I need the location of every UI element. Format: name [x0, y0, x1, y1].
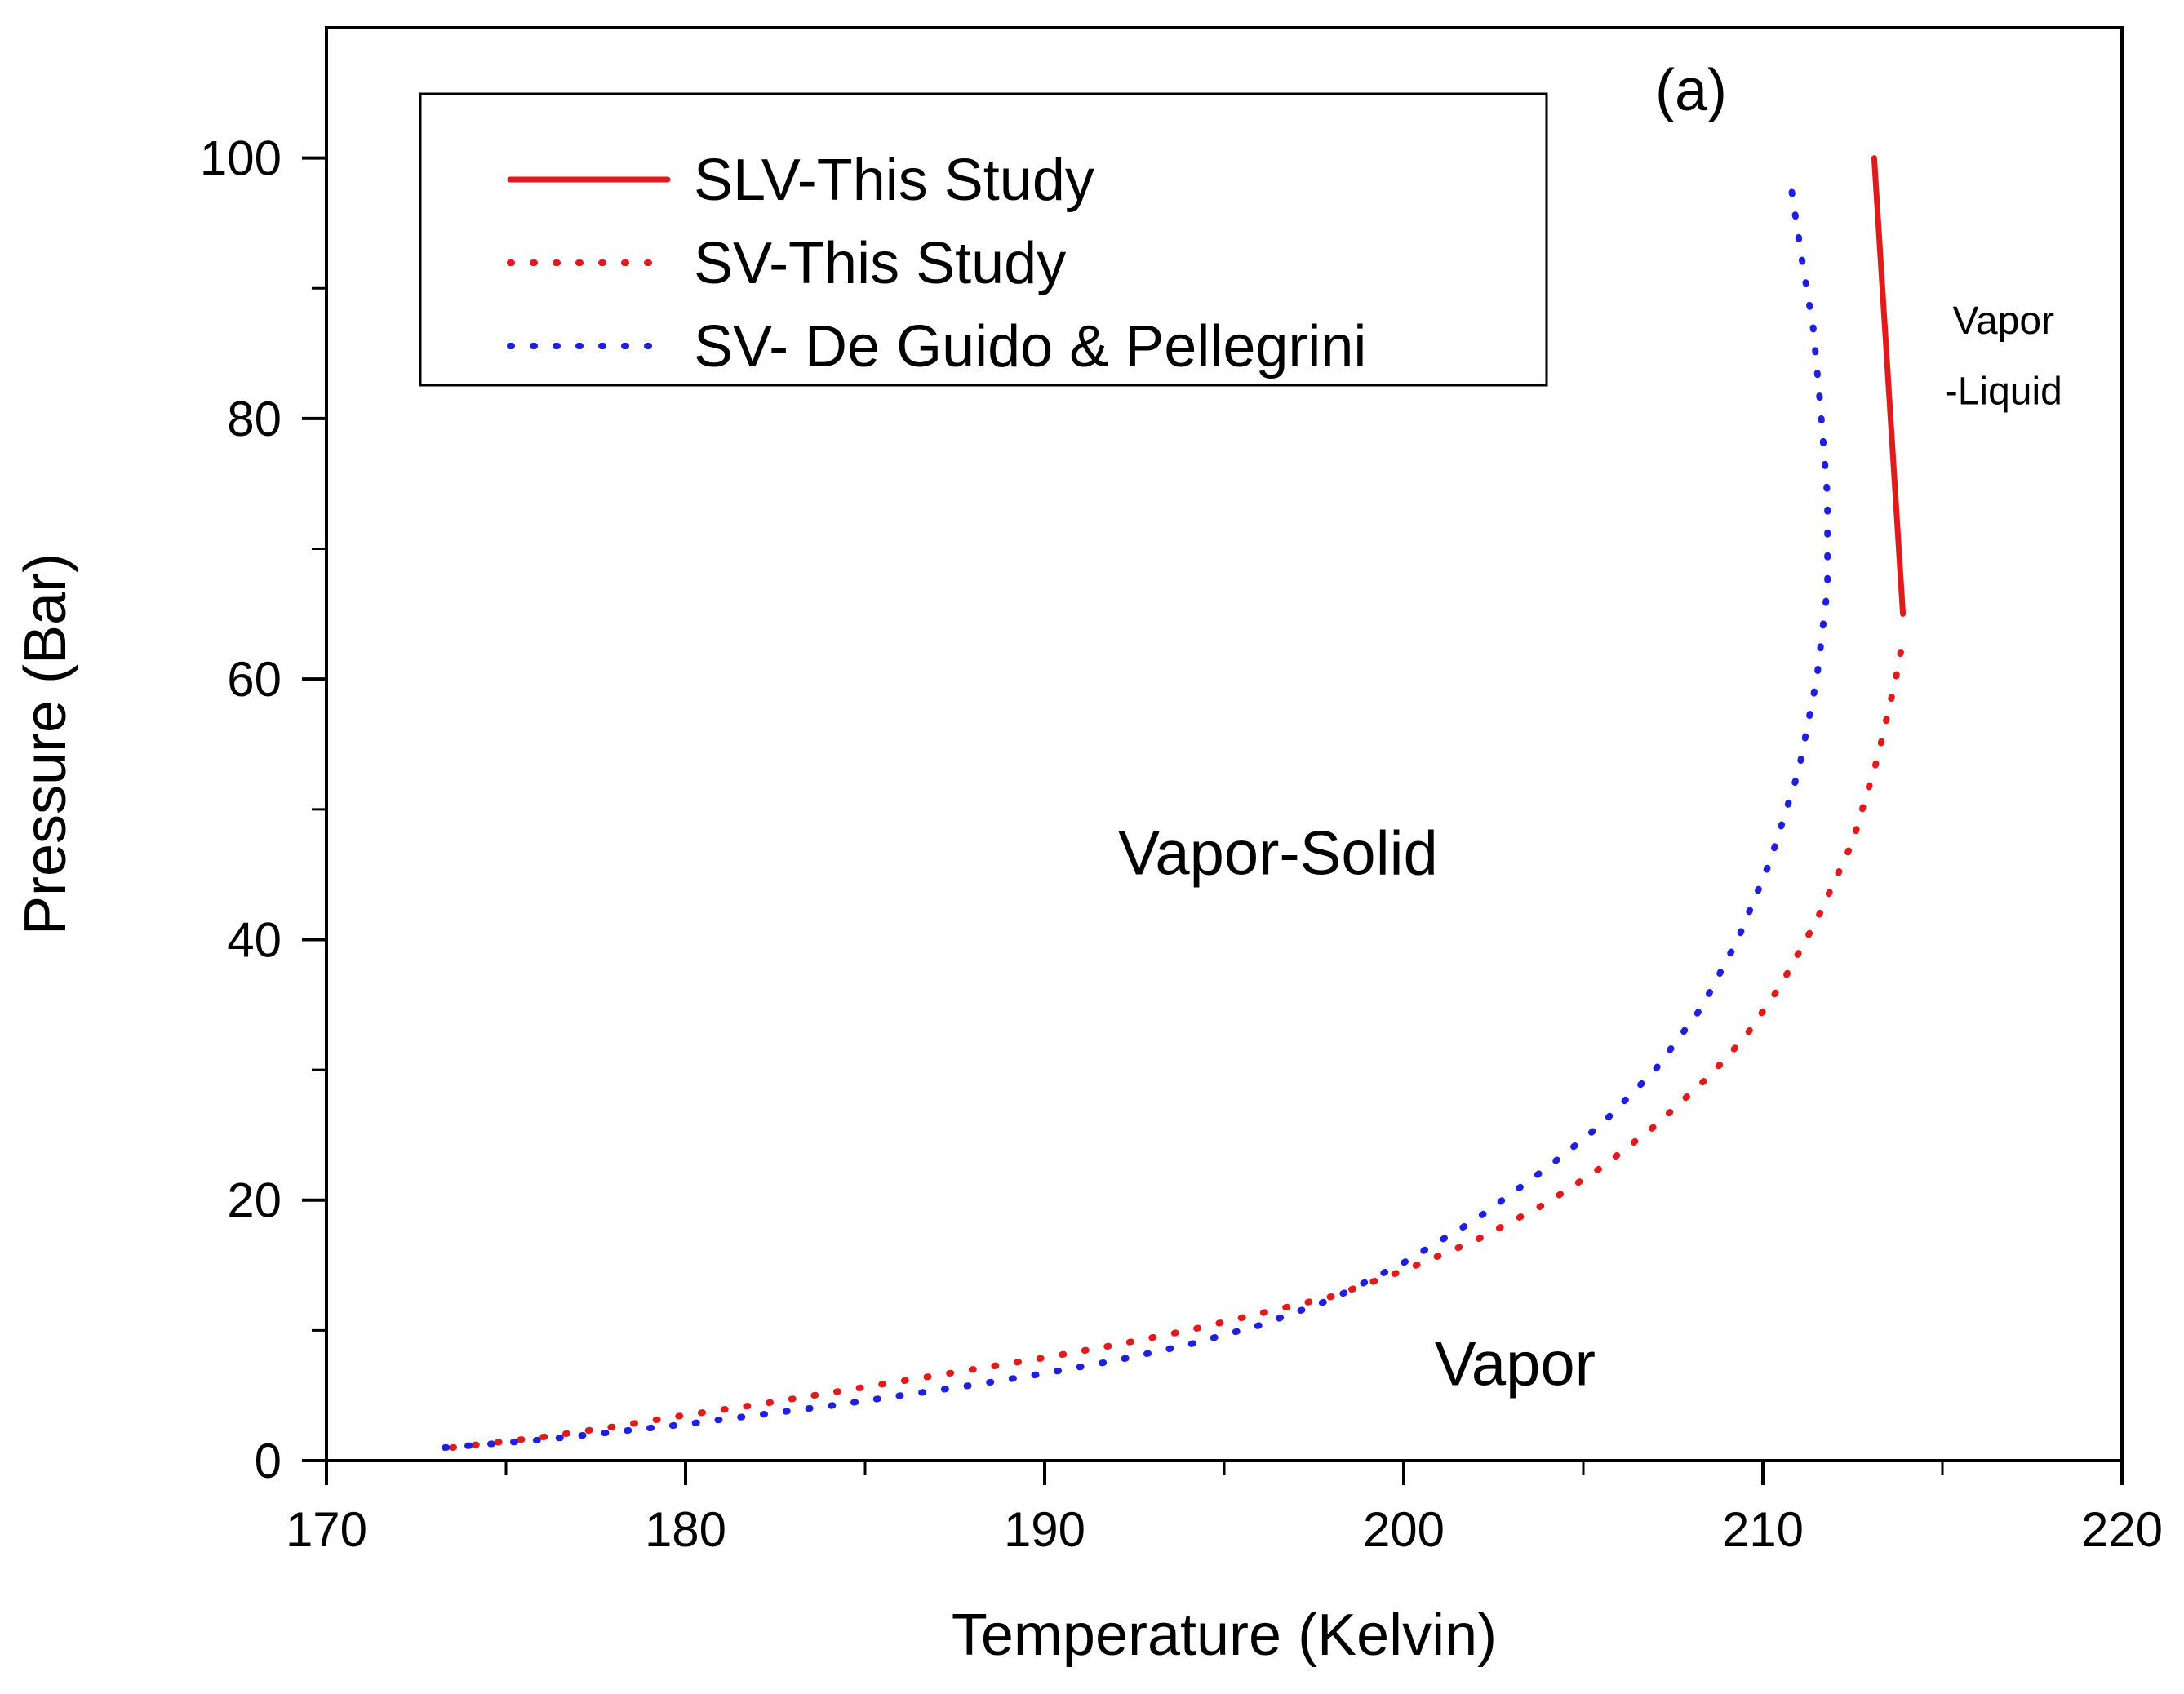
x-tick-label: 180	[645, 1502, 726, 1557]
series-line-2	[442, 187, 1831, 1452]
panel-label: (a)	[1655, 58, 1727, 123]
region-vapor-solid: Vapor-Solid	[1118, 819, 1437, 889]
region-vapor-liquid-line2: -Liquid	[1945, 370, 2062, 413]
y-tick-label: 40	[227, 912, 282, 967]
y-tick-label: 0	[255, 1434, 282, 1488]
legend-label-2: SV- De Guido & Pellegrini	[694, 314, 1366, 379]
series-line-1	[449, 636, 1907, 1452]
region-vapor-liquid-line1: Vapor	[1953, 299, 2055, 343]
legend-items: SLV-This Study SV-This Study SV- De Guido …	[507, 148, 1366, 379]
x-tick-label: 220	[2081, 1502, 2163, 1557]
x-tick-label: 190	[1004, 1502, 1085, 1557]
axis-ticks: 170 180 190 200 210 220 0 20 40 60 80 100	[200, 131, 2163, 1557]
y-axis-title: Pressure (Bar)	[13, 553, 78, 935]
y-tick-label: 80	[227, 392, 282, 446]
x-tick-label: 170	[286, 1502, 367, 1557]
y-tick-label: 100	[200, 131, 282, 186]
y-tick-label: 60	[227, 652, 282, 707]
legend-label-1: SV-This Study	[694, 231, 1066, 296]
annotations: Vapor-Solid Vapor Vapor -Liquid	[1118, 299, 2062, 1399]
plot-area	[442, 155, 1907, 1452]
x-tick-label: 200	[1363, 1502, 1445, 1557]
x-tick-label: 210	[1722, 1502, 1804, 1557]
x-axis-title: Temperature (Kelvin)	[952, 1603, 1497, 1668]
legend-label-0: SLV-This Study	[694, 148, 1094, 213]
y-tick-label: 20	[227, 1173, 282, 1228]
series-line-0	[1871, 155, 1907, 617]
legend: SLV-This Study SV-This Study SV- De Guido …	[419, 92, 1548, 387]
region-vapor: Vapor	[1435, 1329, 1596, 1399]
legend-box	[419, 92, 1548, 387]
